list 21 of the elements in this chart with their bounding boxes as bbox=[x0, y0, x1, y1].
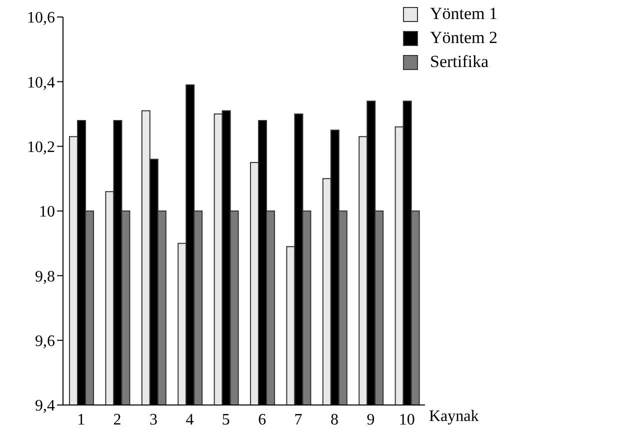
legend-label: Sertifika bbox=[430, 51, 489, 73]
y-tick-label: 9,4 bbox=[35, 398, 55, 415]
x-axis-title: Kaynak bbox=[429, 408, 479, 426]
x-tick-label: 10 bbox=[398, 411, 415, 428]
y-tick-label: 10 bbox=[39, 204, 55, 221]
x-tick-label: 6 bbox=[258, 411, 266, 428]
x-tick-label: 3 bbox=[150, 411, 158, 428]
y-tick-label: 10,6 bbox=[27, 10, 55, 27]
x-tick-label: 2 bbox=[113, 411, 122, 428]
x-tick-label: 7 bbox=[294, 411, 302, 428]
x-tick-label: 1 bbox=[77, 411, 86, 428]
x-tick-label: 5 bbox=[222, 411, 230, 428]
y-tick-label: 9,8 bbox=[35, 268, 55, 286]
x-tick-label: 9 bbox=[366, 411, 375, 428]
x-tick-label: 4 bbox=[186, 411, 194, 428]
legend-label: Yöntem 2 bbox=[430, 27, 498, 49]
x-tick-label: 8 bbox=[330, 411, 338, 428]
legend-label: Yöntem 1 bbox=[430, 3, 498, 25]
y-tick-label: 10,2 bbox=[27, 139, 55, 156]
y-tick-label: 10,4 bbox=[27, 74, 55, 92]
y-tick-label: 9,6 bbox=[35, 333, 55, 350]
